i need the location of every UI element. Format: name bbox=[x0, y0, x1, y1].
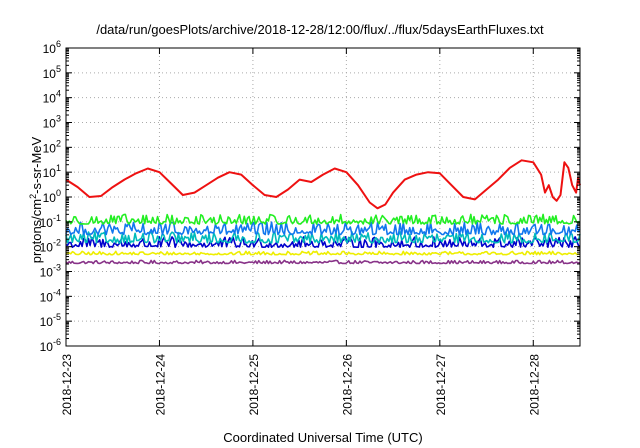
y-axis-title-part: protons/cm bbox=[29, 198, 45, 264]
y-tick-label: 10-1 bbox=[40, 213, 61, 230]
y-tick-label: 104 bbox=[43, 89, 61, 106]
y-tick-label: 10-3 bbox=[40, 263, 61, 280]
x-axis: 2018-12-23 2018-12-24 2018-12-25 2018-12-26… bbox=[60, 48, 541, 415]
y-tick-label: 101 bbox=[43, 163, 61, 180]
flux-series-line bbox=[65, 213, 581, 225]
grid bbox=[66, 48, 580, 346]
chart-title: /data/run/goesPlots/archive/2018-12-28/1… bbox=[96, 22, 544, 37]
x-tick-label: 2018-12-26 bbox=[340, 354, 354, 416]
flux-series-line bbox=[65, 250, 581, 256]
y-tick-label: 10-6 bbox=[40, 337, 61, 354]
series-lines bbox=[65, 159, 581, 265]
y-tick-label: 106 bbox=[43, 39, 61, 56]
y-axis-title-superscript: 2 bbox=[27, 193, 38, 199]
flux-series-line bbox=[65, 259, 581, 265]
x-axis-title: Coordinated Universal Time (UTC) bbox=[223, 430, 423, 445]
y-tick-label: 10-4 bbox=[40, 287, 61, 304]
flux-series-line bbox=[65, 230, 581, 244]
y-tick-label: 10-5 bbox=[40, 312, 61, 329]
y-tick-label: 102 bbox=[43, 138, 61, 155]
y-tick-label: 105 bbox=[43, 64, 61, 81]
flux-series-line bbox=[65, 159, 581, 210]
x-tick-label: 2018-12-24 bbox=[153, 354, 167, 416]
y-axis-title-part: -s-sr-MeV bbox=[29, 136, 45, 194]
y-axis: 10-6 10-5 10-4 10-3 10-2 10-1 100 101 102 103 104 1… bbox=[40, 39, 580, 354]
y-tick-label: 103 bbox=[43, 114, 61, 131]
y-tick-label: 10-2 bbox=[40, 238, 61, 255]
y-tick-label: 100 bbox=[43, 188, 61, 205]
x-tick-label: 2018-12-28 bbox=[527, 354, 541, 416]
x-tick-label: 2018-12-23 bbox=[60, 354, 74, 416]
x-tick-label: 2018-12-27 bbox=[434, 354, 448, 416]
flux-series-line bbox=[65, 221, 581, 236]
x-tick-label: 2018-12-25 bbox=[247, 354, 261, 416]
